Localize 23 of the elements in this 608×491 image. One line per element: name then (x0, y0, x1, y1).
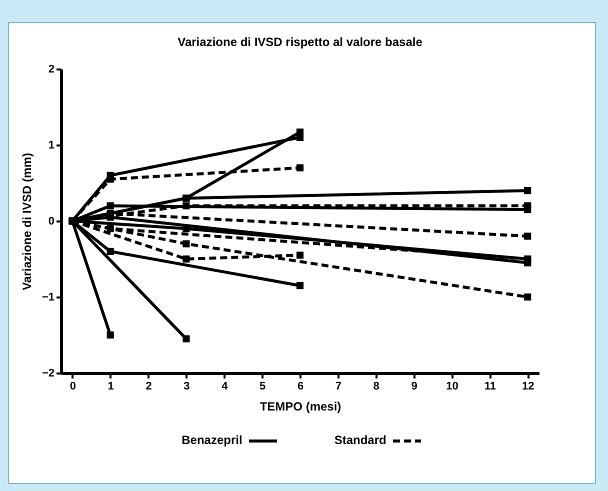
x-tick-label: 10 (446, 380, 458, 392)
x-tick-label: 1 (108, 380, 114, 392)
y-tick-label: −2 (42, 368, 54, 380)
x-tick-label: 9 (411, 380, 418, 392)
y-tick-label: 0 (48, 216, 54, 228)
x-tick-label: 4 (222, 380, 229, 392)
x-tick-label: 3 (184, 380, 190, 392)
x-tick-label: 8 (373, 380, 380, 392)
y-tick-label: 2 (48, 64, 54, 76)
legend-label: Standard (334, 433, 386, 447)
x-tick-label: 6 (297, 380, 304, 392)
y-tick-label: 1 (48, 140, 54, 152)
x-axis-title: TEMPO (mesi) (260, 400, 342, 414)
x-tick-label: 12 (522, 380, 534, 392)
x-tick-label: 5 (260, 380, 266, 392)
chart-title: Variazione di IVSD rispetto al valore basale (178, 35, 423, 49)
x-tick-label: 7 (335, 380, 342, 392)
y-axis-title: Variazione di IVSD (mm) (20, 152, 34, 290)
legend-label: Benazepril (182, 433, 242, 447)
x-tick-label: 0 (70, 380, 76, 392)
x-tick-label: 11 (484, 380, 496, 392)
y-tick-label: −1 (42, 292, 54, 304)
x-tick-label: 2 (146, 380, 152, 392)
